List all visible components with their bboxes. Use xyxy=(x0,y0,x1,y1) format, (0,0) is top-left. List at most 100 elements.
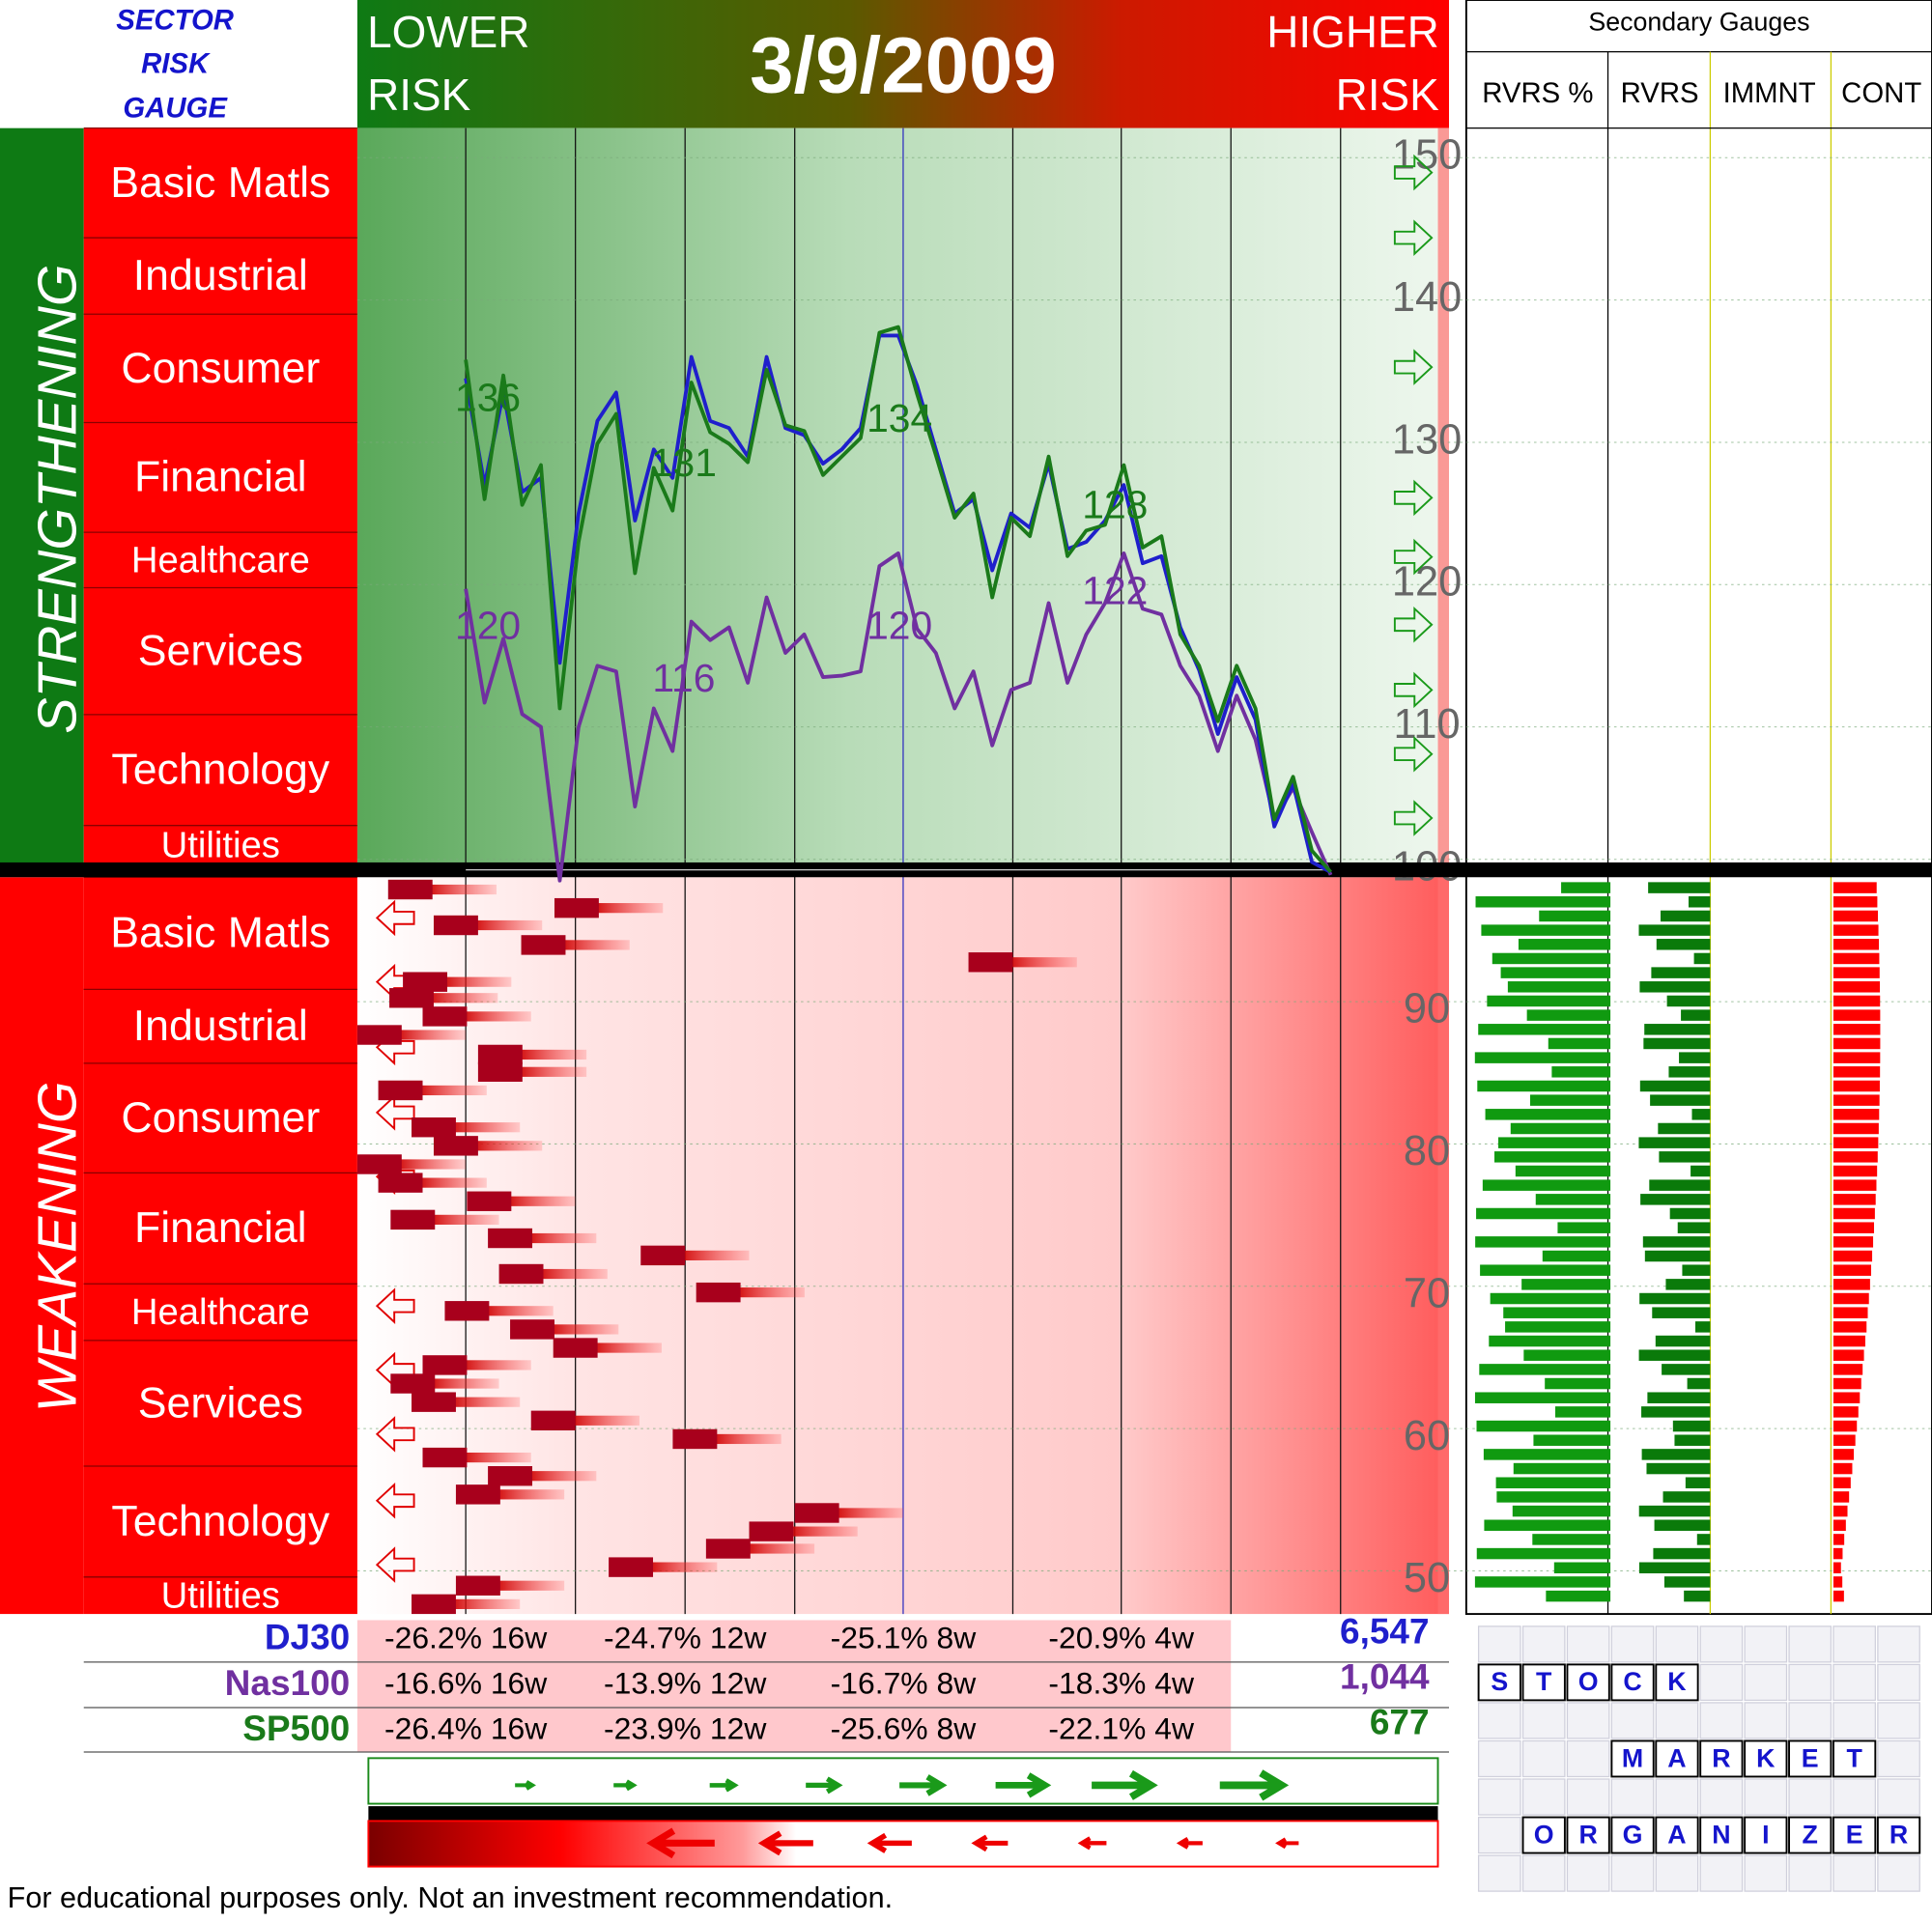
blob xyxy=(455,1484,500,1505)
logo-letter: A xyxy=(1667,1820,1686,1849)
return-cell: -13.9% 12w xyxy=(604,1665,767,1700)
gauge-bar xyxy=(1638,1349,1711,1361)
sector-label: Healthcare xyxy=(131,1291,310,1333)
logo-cell xyxy=(1699,1663,1744,1702)
column-head: CONT xyxy=(1841,77,1921,109)
gauge-bar xyxy=(1652,1307,1711,1318)
blob xyxy=(433,915,478,936)
gauge-bar xyxy=(1659,1151,1711,1163)
return-cell: -26.2% 16w xyxy=(384,1620,548,1654)
blob-tail xyxy=(591,903,664,914)
gauge-bar xyxy=(1833,1292,1869,1305)
blob xyxy=(640,1245,686,1266)
logo-letter-box xyxy=(1699,1816,1744,1854)
blob-tail xyxy=(459,1011,531,1022)
gauge-bar xyxy=(1833,1009,1881,1021)
return-cell: -26.4% 16w xyxy=(384,1711,548,1746)
gauge-bar xyxy=(1649,1179,1711,1191)
gauge-bar xyxy=(1833,1547,1843,1560)
gauge-bar xyxy=(1833,952,1880,965)
blob-tail xyxy=(732,1287,805,1298)
logo-cell xyxy=(1521,1854,1566,1892)
gauge-bar xyxy=(1662,1491,1711,1503)
logo-cell xyxy=(1744,1854,1788,1892)
gauge-bar xyxy=(1833,1590,1844,1602)
gauge-bar xyxy=(1523,1349,1611,1361)
blob xyxy=(412,1117,456,1138)
gauge-bar xyxy=(1513,1462,1611,1475)
gauge-bar xyxy=(1655,1335,1711,1347)
blob-tail xyxy=(426,993,498,1003)
logo-cell xyxy=(1610,1702,1655,1739)
arrow xyxy=(1275,1837,1299,1850)
blob-tail xyxy=(645,1562,718,1572)
blob xyxy=(387,879,433,900)
index-label: SP500 xyxy=(242,1709,350,1748)
logo-letter-box xyxy=(1788,1739,1833,1778)
gauge-bar xyxy=(1833,1392,1861,1403)
gauge-bar xyxy=(1638,1562,1711,1573)
arrow xyxy=(1393,219,1434,256)
logo-letter-box xyxy=(1788,1816,1833,1854)
arrow xyxy=(1092,1769,1158,1800)
gauge-bar xyxy=(1661,910,1711,922)
column-head: IMMNT xyxy=(1723,77,1816,109)
blob xyxy=(510,1319,554,1340)
return-cell: -25.6% 8w xyxy=(831,1711,978,1746)
blob-tail xyxy=(470,919,543,931)
gauge-bar xyxy=(1685,1477,1711,1488)
gauge-bar xyxy=(1548,1037,1611,1050)
gauge-bar xyxy=(1833,1307,1868,1318)
blob xyxy=(378,1173,423,1193)
gauge-bar xyxy=(1833,924,1879,936)
return-cell: -18.3% 4w xyxy=(1048,1665,1195,1700)
logo-cell xyxy=(1699,1854,1744,1892)
logo-cell xyxy=(1477,1778,1521,1816)
gauge-bar xyxy=(1642,1236,1711,1248)
logo-cell xyxy=(1521,1702,1566,1739)
logo-cell xyxy=(1877,1854,1920,1892)
blob-tail xyxy=(709,1433,781,1445)
gauge-bar xyxy=(1639,1292,1711,1305)
arrow xyxy=(1393,538,1434,576)
gauge-bar xyxy=(1833,1349,1864,1361)
blob-tail xyxy=(547,1324,619,1335)
logo-letter-box xyxy=(1610,1663,1655,1702)
blob-tail xyxy=(394,1030,467,1040)
logo-cell xyxy=(1744,1778,1788,1816)
annotation: 134 xyxy=(867,396,932,440)
blob-tail xyxy=(493,1489,565,1500)
gauge-bar xyxy=(1833,967,1880,978)
sector-label: Basic Matls xyxy=(110,910,330,957)
gauge-bar xyxy=(1643,1037,1711,1050)
gauge-bar xyxy=(1833,1449,1855,1460)
logo-letter: R xyxy=(1889,1820,1908,1849)
blob-tail xyxy=(557,940,630,950)
gauge-bar xyxy=(1833,1066,1881,1078)
gauge-bar xyxy=(1833,1534,1845,1545)
logo-cell xyxy=(1655,1625,1699,1663)
logo-cell xyxy=(1655,1702,1699,1739)
gauge-bar xyxy=(1833,1137,1879,1148)
gauge-bar xyxy=(1640,1194,1711,1205)
blob xyxy=(412,1594,456,1615)
blob xyxy=(672,1428,718,1450)
gauge-bar xyxy=(1833,1250,1873,1262)
y-tick-label: 70 xyxy=(1404,1270,1450,1316)
arrow xyxy=(867,1832,912,1853)
gauge-bar xyxy=(1665,1279,1711,1290)
gauge-bar xyxy=(1639,1080,1711,1092)
logo-letter: C xyxy=(1623,1667,1641,1696)
logo-cell xyxy=(1833,1778,1876,1816)
blob xyxy=(356,1154,402,1174)
arrow xyxy=(375,1416,415,1453)
blob-tail xyxy=(481,1306,554,1316)
logo-letter: R xyxy=(1712,1743,1730,1772)
blob-tail xyxy=(459,1452,531,1463)
series-line xyxy=(464,325,1332,874)
gauge-bar xyxy=(1494,1151,1611,1163)
gauge-bar xyxy=(1656,939,1711,950)
blob xyxy=(609,1557,654,1577)
gauge-bar xyxy=(1521,1279,1611,1290)
gauge-bar xyxy=(1647,1392,1711,1403)
